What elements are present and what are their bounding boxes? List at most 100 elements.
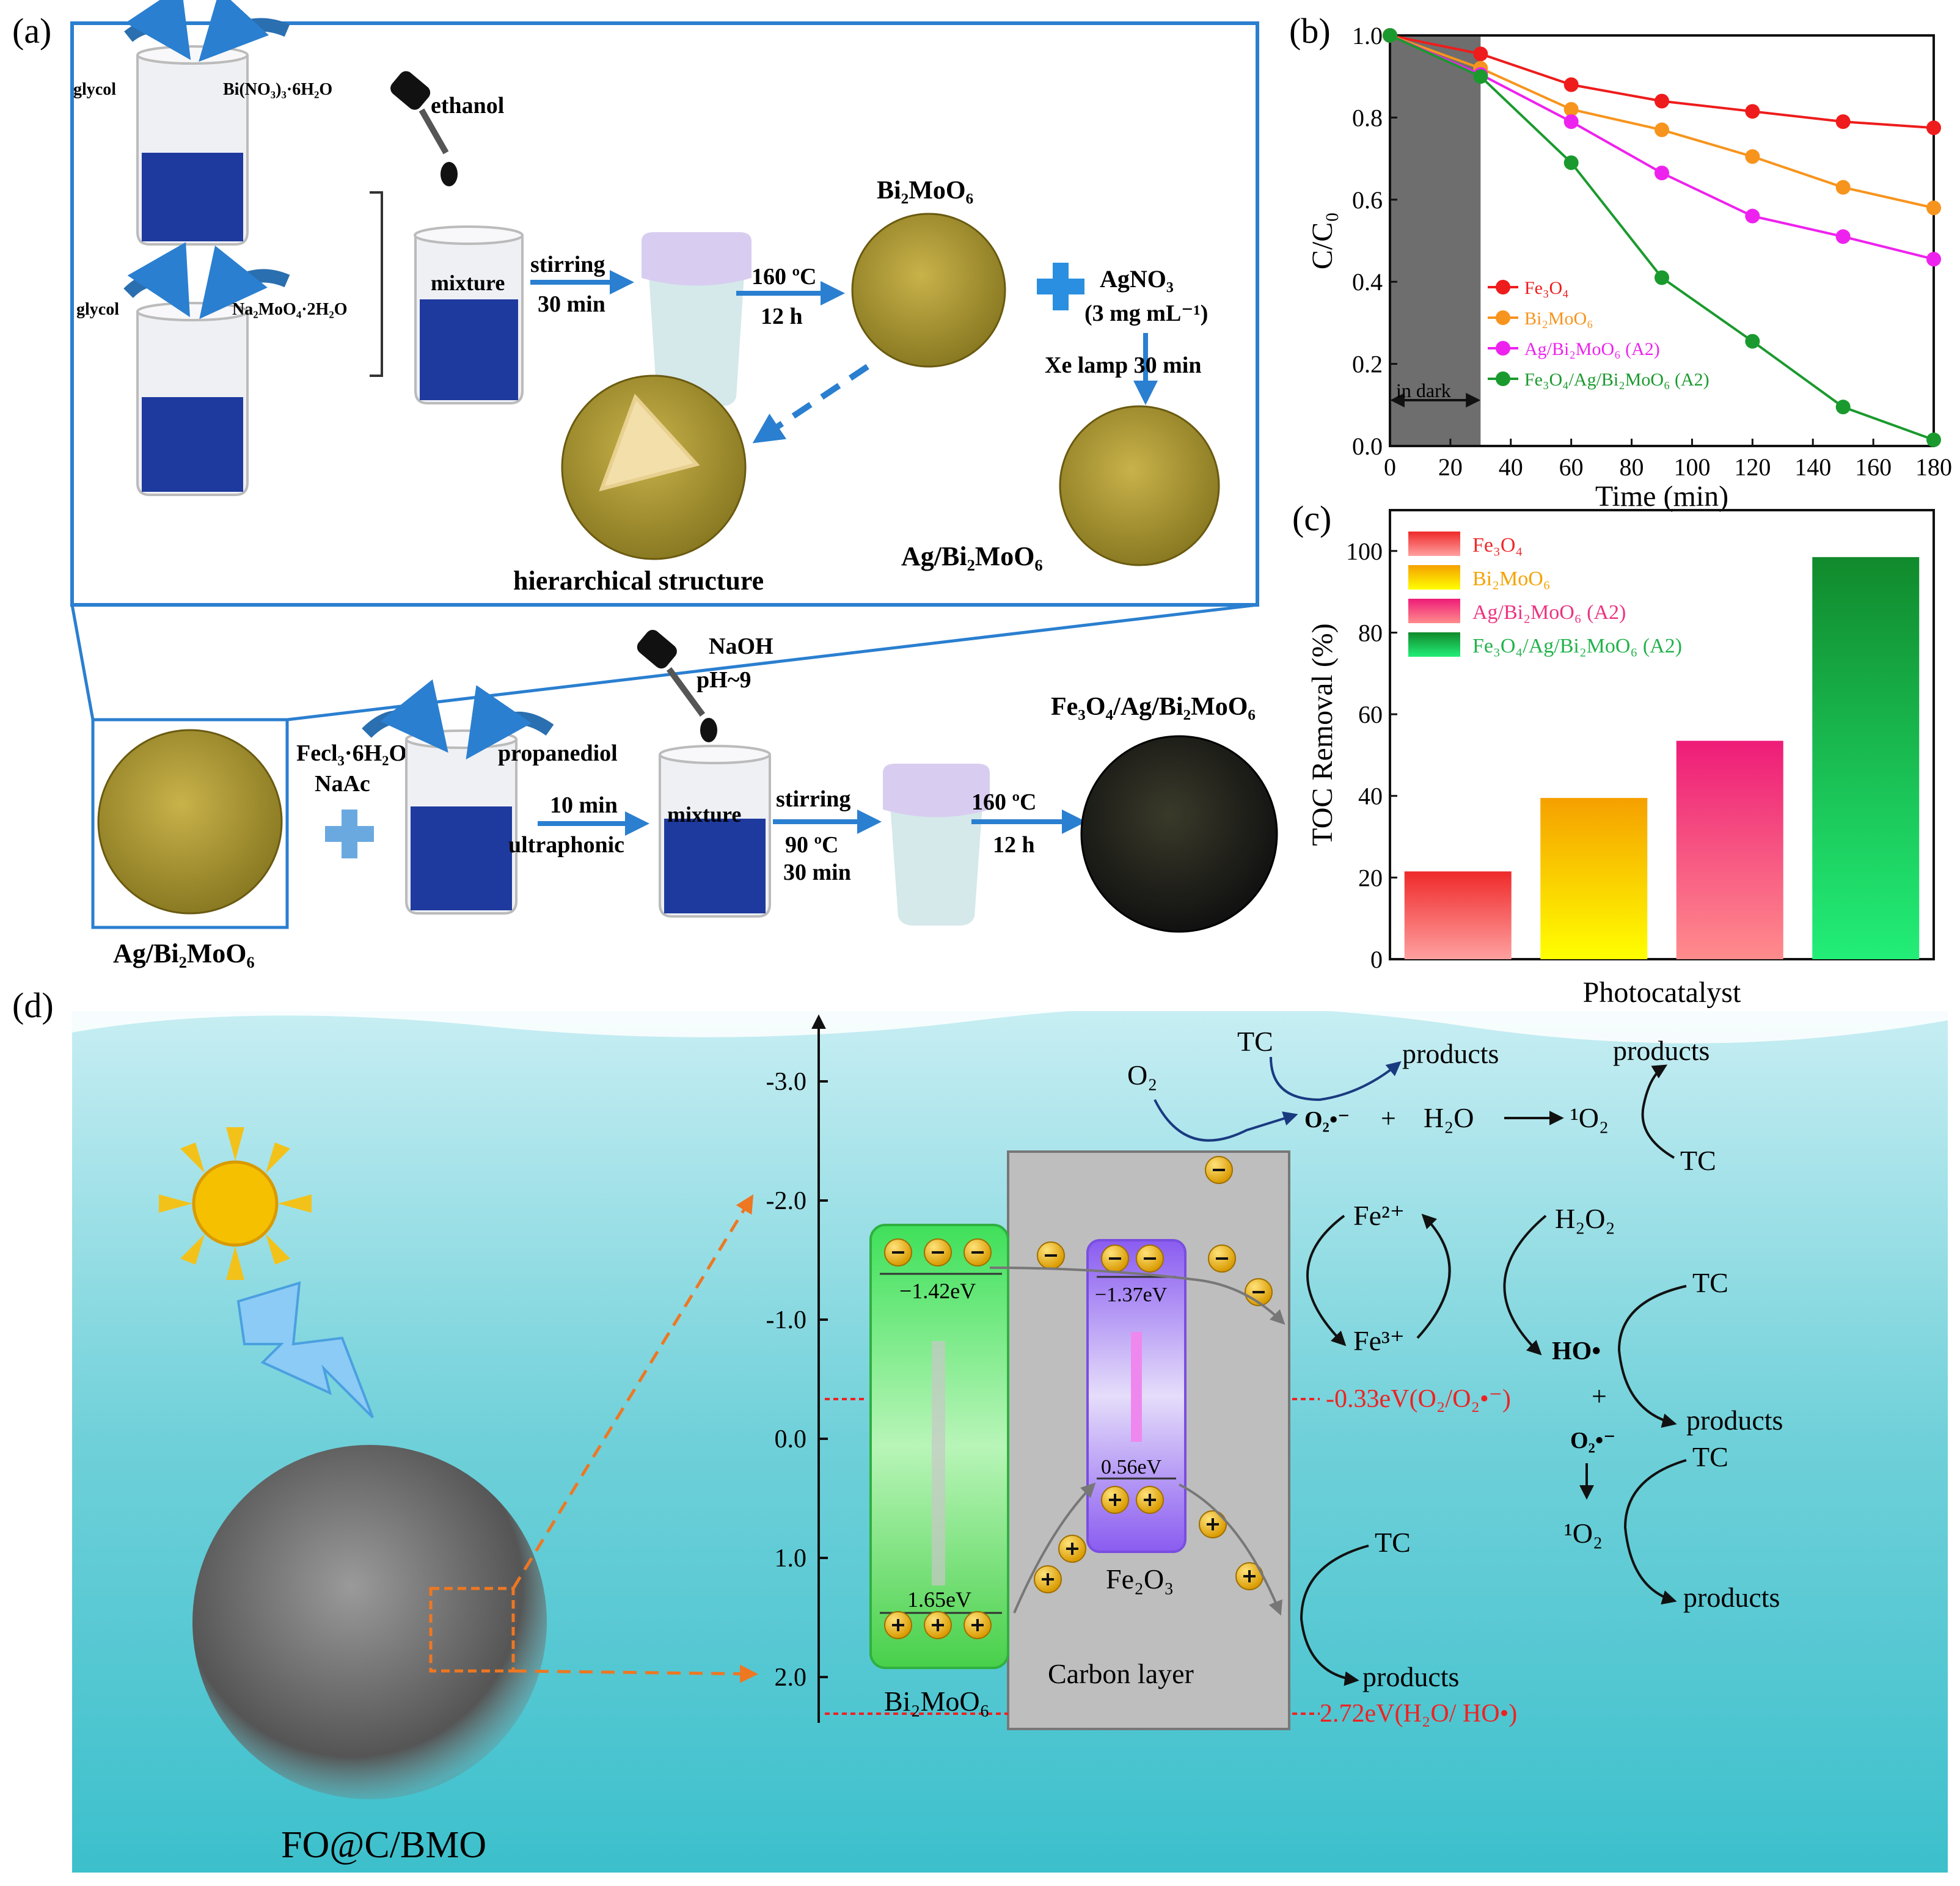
data-point bbox=[1835, 114, 1851, 130]
temp-label-1: 160 ºC bbox=[751, 264, 817, 290]
data-point bbox=[1745, 149, 1760, 164]
x-tick-label: 0 bbox=[1384, 453, 1396, 481]
data-point bbox=[1563, 77, 1579, 92]
electron-transfer-arrow bbox=[989, 1266, 1285, 1325]
dark-label: in dark bbox=[1396, 379, 1451, 401]
panel-b: (b) 0 20 40 60 80 100 120 140 160 180 0.0 0.2 0.4 0.6… bbox=[1289, 11, 1952, 513]
plus-icon-1 bbox=[1037, 263, 1084, 310]
fe-vb-label: 0.56eV bbox=[1101, 1456, 1162, 1478]
hole-icon bbox=[1136, 1486, 1164, 1514]
legend-label: Fe₃O₄ bbox=[1472, 534, 1523, 557]
bmo-band-label: Bi₂MoO₆ bbox=[884, 1686, 990, 1717]
plus-1: + bbox=[1381, 1103, 1396, 1133]
plus-icon-2 bbox=[325, 810, 374, 858]
hole-icon bbox=[964, 1611, 992, 1639]
agno3-label: AgNO₃ bbox=[1100, 265, 1174, 293]
fe2-to-fe3-arrow bbox=[1306, 1215, 1347, 1347]
fe-cb-label: −1.37eV bbox=[1095, 1284, 1168, 1306]
x-axis-label: Photocatalyst bbox=[1583, 976, 1741, 1009]
bmo-excitation-arrow bbox=[932, 1341, 945, 1585]
data-point bbox=[1926, 252, 1941, 267]
energy-tick-label: -3.0 bbox=[766, 1068, 807, 1096]
zoom-arrow-bottom bbox=[513, 1664, 758, 1683]
y-tick-label: 40 bbox=[1358, 783, 1383, 810]
products-1: products bbox=[1402, 1038, 1499, 1069]
autoclave-cup-2-icon bbox=[883, 764, 990, 926]
ag-bmo-sphere-icon bbox=[1059, 405, 1220, 566]
legend-swatch bbox=[1408, 632, 1460, 657]
data-point bbox=[1655, 270, 1669, 285]
x-tick-label: 20 bbox=[1438, 453, 1463, 481]
data-point bbox=[1473, 69, 1488, 84]
electron-icon bbox=[1136, 1245, 1164, 1273]
legend-label: Ag/Bi₂MoO₆ (A2) bbox=[1524, 339, 1660, 359]
legend-swatch bbox=[1408, 532, 1460, 556]
legend-label: Ag/Bi₂MoO₆ (A2) bbox=[1472, 601, 1626, 624]
beaker-mo bbox=[136, 302, 249, 496]
electron-icon bbox=[1101, 1245, 1129, 1273]
naac-label: NaAc bbox=[315, 771, 370, 797]
carbon-layer-label: Carbon layer bbox=[1048, 1658, 1194, 1689]
sem-zoom-box bbox=[429, 1587, 515, 1673]
data-point bbox=[1745, 208, 1760, 224]
x-tick-label: 100 bbox=[1673, 453, 1710, 481]
data-point bbox=[1655, 122, 1669, 137]
plot-frame bbox=[1389, 34, 1935, 447]
beaker-mixture-1 bbox=[414, 225, 524, 404]
stirring-label-2: stirring bbox=[776, 786, 850, 812]
y-tick-label: 0.8 bbox=[1352, 104, 1383, 131]
water-surface bbox=[72, 1006, 1948, 1044]
arrow-propanediol bbox=[466, 685, 554, 760]
data-point bbox=[1835, 400, 1851, 415]
panel-d: (d) FO@C/BMO -3.0-2.0-1.00 bbox=[12, 985, 1948, 1873]
temp-label-3: 160 ºC bbox=[971, 789, 1037, 815]
arrow-fe-salt bbox=[362, 679, 448, 753]
fe-band-label: Fe₂O₃ bbox=[1106, 1563, 1174, 1595]
data-point bbox=[1745, 104, 1760, 119]
hole-transfer-arrow bbox=[1013, 1482, 1096, 1614]
legend-label: Bi₂MoO₆ bbox=[1472, 568, 1551, 590]
legend-marker bbox=[1496, 341, 1510, 356]
y-tick-label: 20 bbox=[1358, 864, 1383, 891]
x-tick-label: 140 bbox=[1794, 453, 1831, 481]
x-tick-label: 160 bbox=[1855, 453, 1892, 481]
x-axis-label: Time (min) bbox=[1595, 480, 1728, 513]
legend-swatch bbox=[1408, 565, 1460, 590]
data-point bbox=[1926, 200, 1941, 216]
ph-label: pH~9 bbox=[697, 667, 751, 693]
zoom-line-right bbox=[287, 603, 1258, 722]
panel-b-label: (b) bbox=[1289, 11, 1331, 51]
bmo-cb-label: −1.42eV bbox=[899, 1279, 976, 1303]
tc-4: TC bbox=[1692, 1441, 1728, 1472]
data-point bbox=[1655, 166, 1669, 181]
ag-bmo-sphere-2-icon bbox=[97, 729, 283, 915]
beaker-fe bbox=[405, 729, 517, 915]
hole-icon bbox=[924, 1611, 952, 1639]
arrow-glycol-2 bbox=[123, 242, 190, 318]
legend-label: Fe₃O₄/Ag/Bi₂MoO₆ (A2) bbox=[1524, 370, 1710, 390]
glycol-label-2: glycol bbox=[76, 300, 119, 319]
glycol-label-1: glycol bbox=[73, 80, 116, 99]
tc-2-arrow bbox=[1641, 1064, 1675, 1159]
time-label-2: 12 h bbox=[761, 304, 803, 329]
products-4: products bbox=[1683, 1582, 1780, 1613]
bar bbox=[1540, 798, 1648, 959]
energy-tick-label: -2.0 bbox=[766, 1187, 807, 1215]
energy-tick-label: 1.0 bbox=[775, 1544, 807, 1573]
energy-axis-ticks: -3.0 -2.0 -1.0 0.0 1.0 2.0 bbox=[766, 1068, 828, 1692]
dark-region bbox=[1390, 35, 1481, 446]
y-tick-label: 60 bbox=[1358, 701, 1383, 728]
legend-label: Bi₂MoO₆ bbox=[1524, 309, 1593, 329]
mo-salt-label: Na₂MoO₄·2H₂O bbox=[232, 300, 348, 319]
products-5: products bbox=[1362, 1661, 1459, 1692]
x-tick-label: 60 bbox=[1559, 453, 1584, 481]
final-sphere-icon bbox=[1080, 735, 1278, 933]
y-tick-label: 0.4 bbox=[1352, 268, 1383, 296]
bar bbox=[1676, 740, 1783, 959]
time-label-1: 30 min bbox=[538, 291, 605, 317]
tc-3: TC bbox=[1692, 1267, 1728, 1298]
hole-out-arrow bbox=[1179, 1483, 1282, 1616]
legend-marker bbox=[1496, 310, 1510, 325]
hole-icon bbox=[1199, 1510, 1227, 1538]
ho-radical: HO• bbox=[1552, 1337, 1601, 1365]
